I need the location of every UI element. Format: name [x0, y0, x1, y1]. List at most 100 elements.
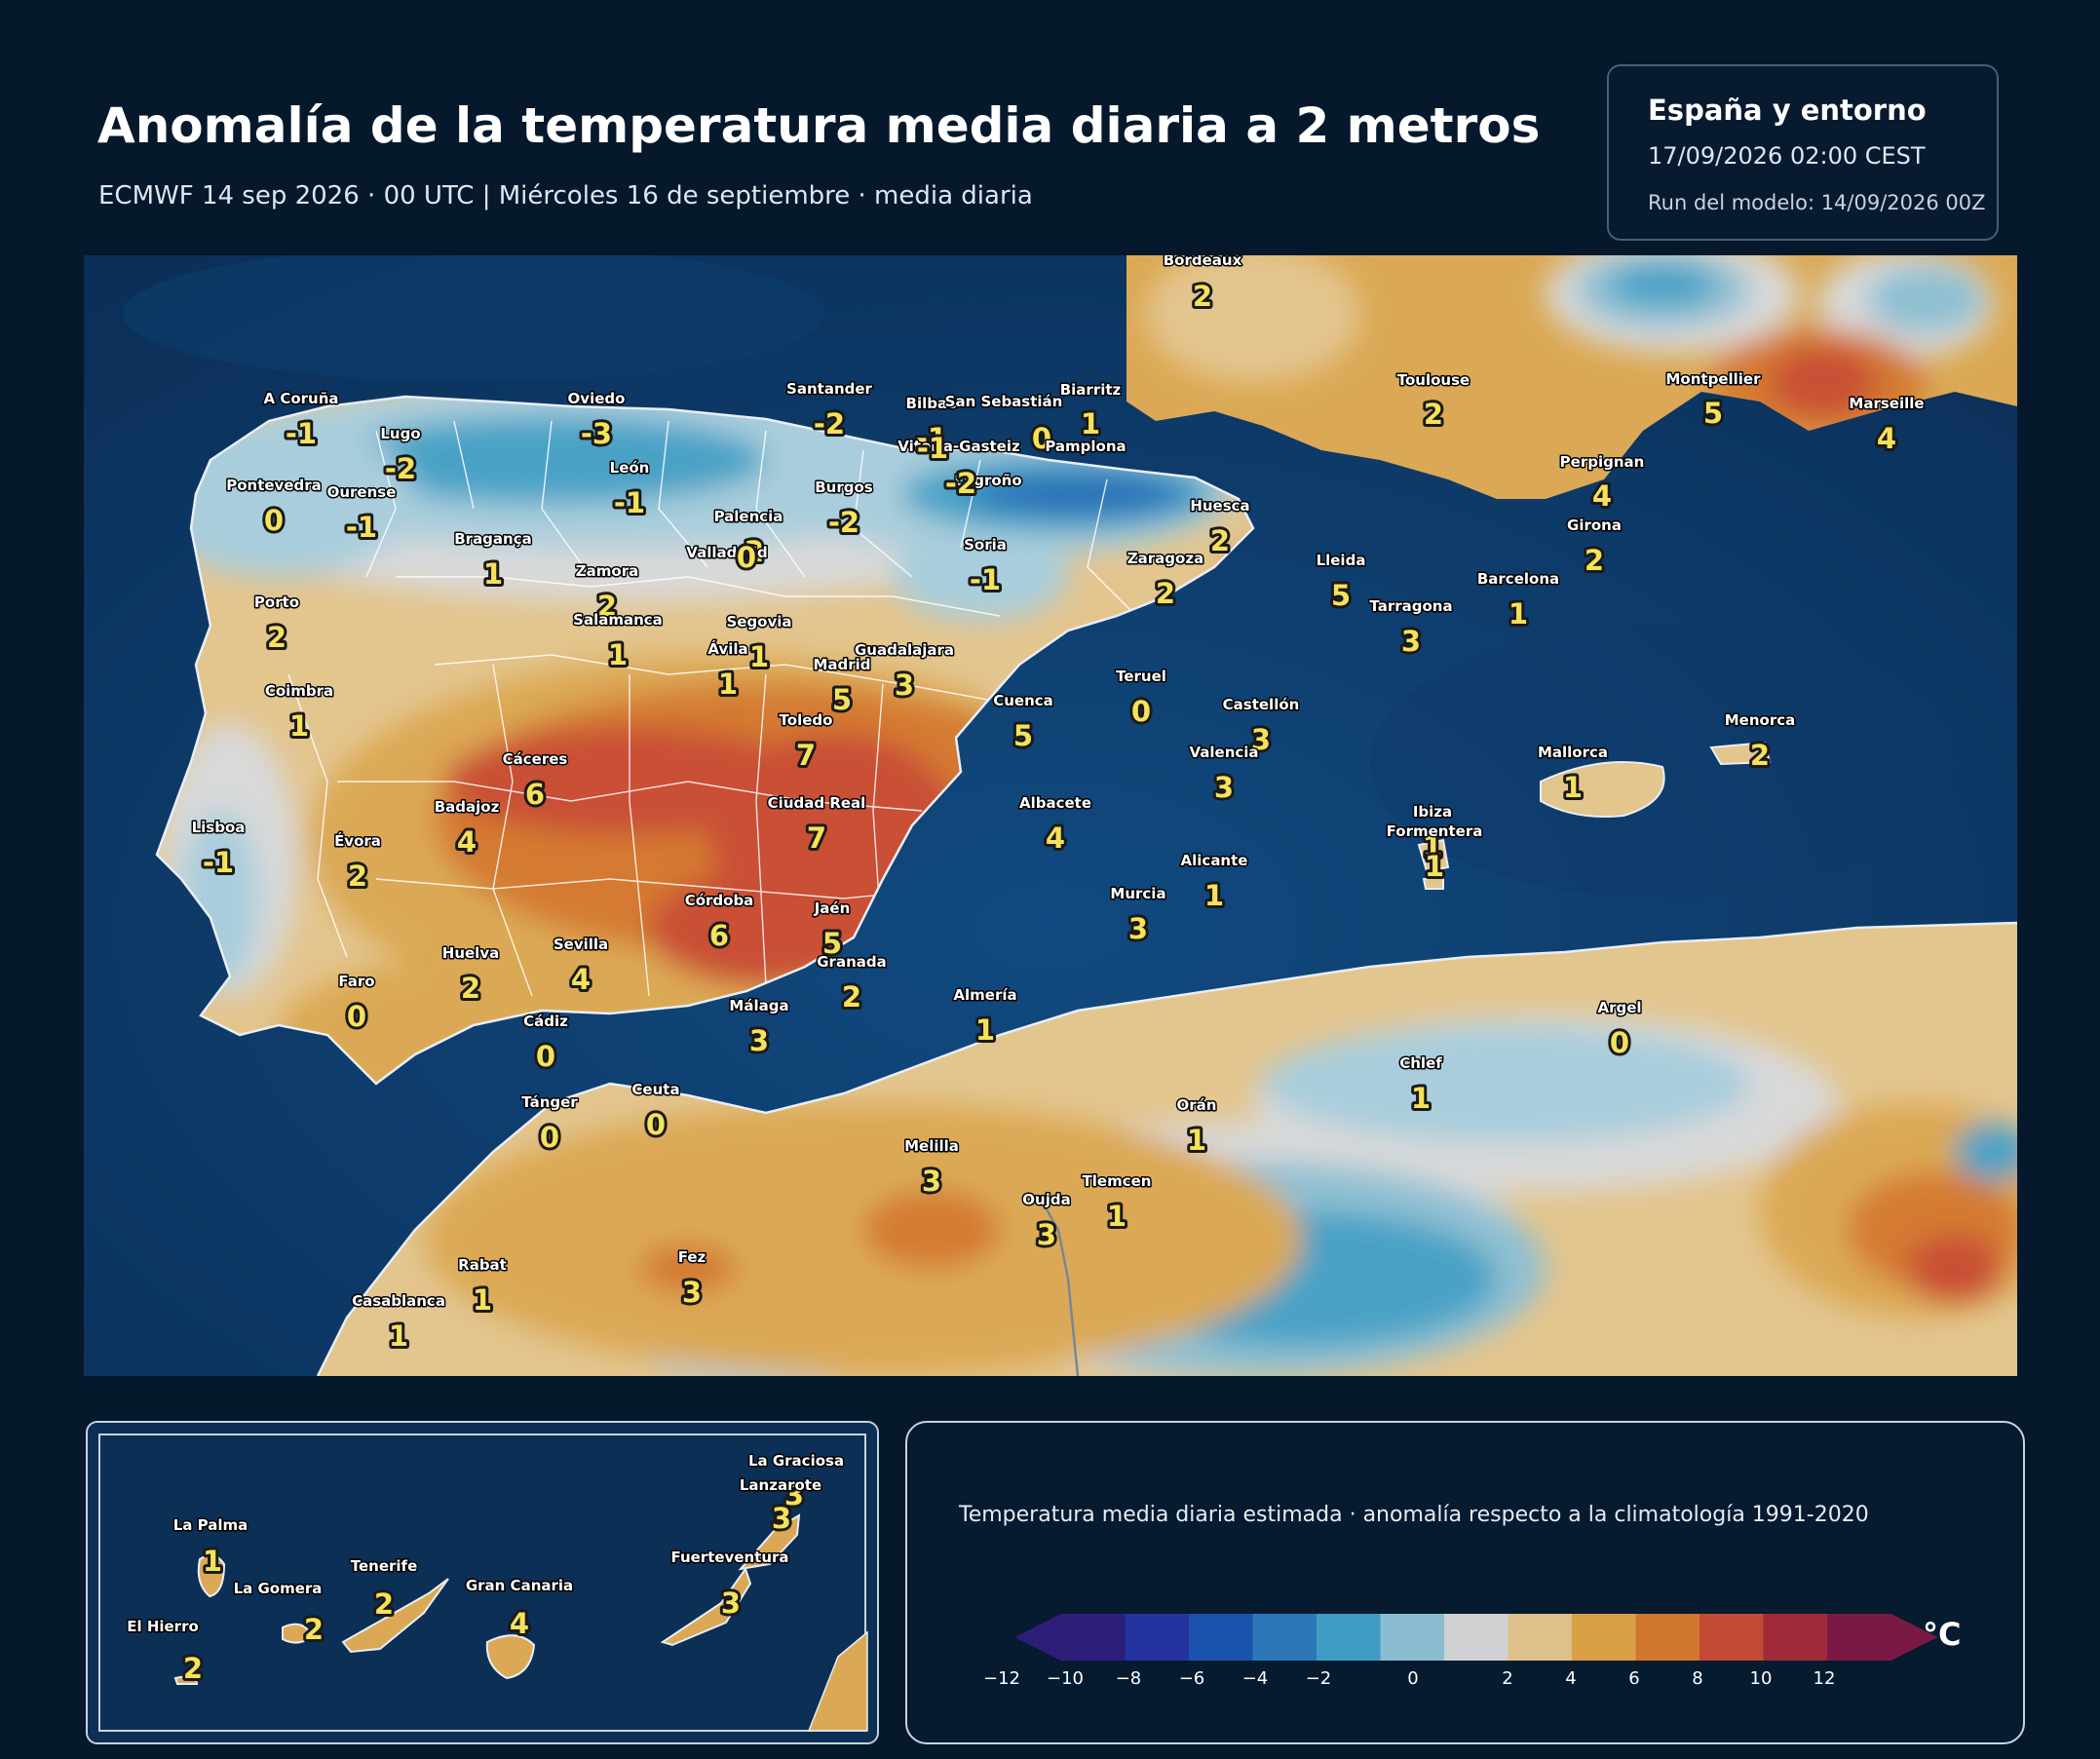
station-name-almeria: Almería: [953, 986, 1016, 1004]
station-name-zaragoza: Zaragoza: [1127, 550, 1203, 567]
station-value-logrono: -2: [945, 467, 976, 500]
station-name-caceres: Cáceres: [503, 750, 568, 768]
station-value-huelva: 2: [461, 972, 480, 1005]
legend-tick-8: 4: [1565, 1668, 1577, 1689]
station-value-porto: 2: [267, 621, 286, 654]
color-scale-bar: [1014, 1614, 1938, 1661]
station-value-murcia: 3: [1128, 912, 1148, 945]
station-value-albacete: 4: [1046, 822, 1065, 855]
station-name-marseille: Marseille: [1849, 395, 1924, 412]
legend-tick-3: −6: [1178, 1668, 1205, 1689]
station-name-oujda: Oujda: [1022, 1191, 1070, 1208]
station-value-burgos: -2: [828, 506, 859, 539]
station-name-jaen: Jaén: [814, 899, 851, 917]
legend-swatch-9: [1635, 1614, 1700, 1661]
station-name-zamora: Zamora: [576, 562, 638, 580]
station-value-salamanca: 1: [608, 638, 628, 671]
station-value-malaga: 3: [749, 1024, 769, 1057]
station-value-jaen: 5: [822, 927, 842, 960]
station-name-badajoz: Badajoz: [435, 798, 500, 816]
station-value-granada: 2: [842, 980, 861, 1013]
station-name-melilla: Melilla: [904, 1137, 959, 1155]
station-name-toledo: Toledo: [780, 711, 833, 729]
legend-tick-9: 6: [1628, 1668, 1640, 1689]
island-value-la-gomera: 2: [304, 1613, 324, 1646]
station-name-murcia: Murcia: [1110, 885, 1165, 902]
station-name-tlemcen: Tlemcen: [1083, 1172, 1152, 1190]
legend-swatch-0: [1061, 1614, 1126, 1661]
legend-swatch-8: [1572, 1614, 1637, 1661]
island-value-el-hierro: 2: [183, 1652, 203, 1685]
legend-tick-11: 10: [1749, 1668, 1773, 1689]
legend-panel: Temperatura media diaria estimada · anom…: [905, 1421, 2025, 1744]
station-value-san-sebastian: 0: [1032, 422, 1051, 455]
station-name-castellon: Castellón: [1223, 696, 1300, 713]
station-name-girona: Girona: [1567, 516, 1622, 534]
island-value-tenerife: 2: [374, 1587, 394, 1621]
station-name-soria: Soria: [964, 536, 1007, 554]
station-value-vitoria-gasteiz: -1: [917, 432, 948, 465]
station-value-alicante: 1: [1204, 879, 1224, 912]
station-value-cordoba: 6: [709, 919, 729, 952]
anomaly-map[interactable]: Bordeaux 2 A Coruña -1 Oviedo -3 Santander -2 Bi…: [84, 255, 2017, 1376]
station-name-cuenca: Cuenca: [993, 692, 1053, 709]
info-box: España y entorno 17/09/2026 02:00 CEST R…: [1607, 64, 1999, 241]
station-value-castellon: 3: [1251, 723, 1271, 756]
station-name-formentera: Formentera: [1387, 822, 1483, 840]
legend-swatch-7: [1508, 1614, 1573, 1661]
station-name-bilbao: Bilbao: [906, 395, 958, 412]
station-name-huesca: Huesca: [1190, 497, 1249, 515]
station-name-bordeaux: Bordeaux: [1164, 255, 1242, 269]
station-value-tanger: 0: [540, 1121, 559, 1154]
station-value-guadalajara: 3: [895, 669, 914, 702]
island-name-el-hierro: El Hierro: [127, 1618, 199, 1635]
info-model-run: Run del modelo: 14/09/2026 00Z: [1648, 191, 1986, 214]
station-value-perpignan: 4: [1592, 479, 1612, 513]
station-name-sevilla: Sevilla: [554, 936, 608, 953]
island-value-gran-canaria: 4: [510, 1607, 529, 1640]
station-name-vitoria-gasteiz: Vitoria-Gasteiz: [897, 438, 1020, 455]
legend-swatch-1: [1125, 1614, 1190, 1661]
island-name-la-gomera: La Gomera: [234, 1580, 323, 1597]
canary-islands-inset[interactable]: La Graciosa 3 Lanzarote 3 La Palma 1 Fuerteven…: [86, 1421, 879, 1744]
station-value-almeria: 1: [975, 1013, 995, 1047]
station-value-lugo: -2: [385, 452, 416, 485]
station-name-alicante: Alicante: [1181, 852, 1248, 869]
station-value-tlemcen: 1: [1107, 1200, 1126, 1233]
station-value-ourense: -1: [346, 511, 377, 544]
station-name-cordoba: Córdoba: [685, 892, 754, 909]
station-name-malaga: Málaga: [729, 997, 788, 1014]
station-name-toulouse: Toulouse: [1397, 371, 1470, 389]
station-value-tarragona: 3: [1401, 625, 1421, 658]
legend-swatch-2: [1189, 1614, 1254, 1661]
station-value-fez: 3: [682, 1276, 702, 1309]
station-value-badajoz: 4: [457, 825, 477, 859]
station-value-zaragoza: 2: [1156, 577, 1175, 610]
station-value-braganca: 1: [483, 557, 503, 591]
station-value-biarritz: 1: [1081, 407, 1100, 440]
station-value-avila: 1: [718, 668, 738, 701]
station-name-logrono: Logroño: [954, 472, 1021, 489]
legend-swatch-6: [1444, 1614, 1509, 1661]
station-labels: Bordeaux 2 A Coruña -1 Oviedo -3 Santander -2 Bi…: [190, 255, 1926, 1356]
legend-swatch-11: [1763, 1614, 1828, 1661]
station-value-girona: 2: [1585, 544, 1604, 577]
island-value-fuerteventura: 3: [721, 1587, 741, 1620]
station-value-ibiza: 1: [1423, 830, 1442, 863]
station-value-pontevedra: 0: [264, 504, 284, 537]
station-value-leon: -1: [614, 486, 645, 519]
info-region: España y entorno: [1648, 94, 1927, 127]
station-name-granada: Granada: [817, 953, 887, 971]
island-name-lanzarote: Lanzarote: [740, 1476, 821, 1494]
island-name-la-palma: La Palma: [173, 1516, 248, 1534]
station-name-braganca: Bragança: [454, 530, 532, 548]
station-name-a-coruna: A Coruña: [263, 390, 338, 407]
station-name-perpignan: Perpignan: [1560, 453, 1645, 471]
legend-arrow-low: [1014, 1614, 1061, 1661]
station-name-valencia: Valencia: [1189, 744, 1258, 761]
station-value-soria: -1: [970, 563, 1001, 596]
station-value-toulouse: 2: [1424, 398, 1443, 431]
station-name-ourense: Ourense: [327, 483, 397, 501]
station-name-fez: Fez: [678, 1248, 706, 1266]
